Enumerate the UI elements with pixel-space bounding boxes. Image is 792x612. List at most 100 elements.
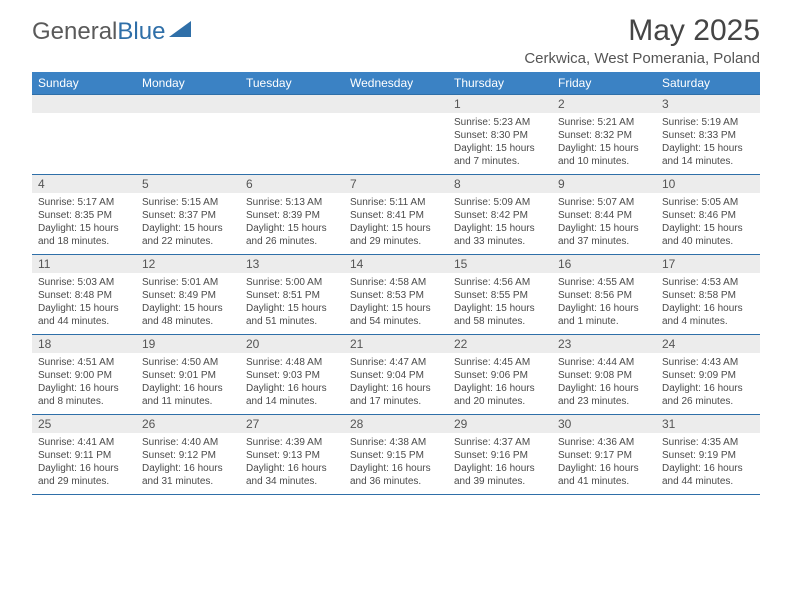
daylight-line: Daylight: 16 hours and 44 minutes. bbox=[662, 462, 754, 488]
sunrise-line: Sunrise: 5:00 AM bbox=[246, 276, 338, 289]
daylight-line: Daylight: 16 hours and 14 minutes. bbox=[246, 382, 338, 408]
day-cell: 17Sunrise: 4:53 AMSunset: 8:58 PMDayligh… bbox=[656, 255, 760, 334]
sunrise-line: Sunrise: 4:44 AM bbox=[558, 356, 650, 369]
day-number: 8 bbox=[448, 175, 552, 193]
sunrise-line: Sunrise: 4:55 AM bbox=[558, 276, 650, 289]
sunrise-line: Sunrise: 5:15 AM bbox=[142, 196, 234, 209]
day-number: 17 bbox=[656, 255, 760, 273]
day-number: 5 bbox=[136, 175, 240, 193]
day-number: 3 bbox=[656, 95, 760, 113]
sunset-line: Sunset: 8:53 PM bbox=[350, 289, 442, 302]
day-cell: 7Sunrise: 5:11 AMSunset: 8:41 PMDaylight… bbox=[344, 175, 448, 254]
daylight-line: Daylight: 15 hours and 7 minutes. bbox=[454, 142, 546, 168]
sunrise-line: Sunrise: 5:21 AM bbox=[558, 116, 650, 129]
daylight-line: Daylight: 15 hours and 18 minutes. bbox=[38, 222, 130, 248]
day-body: Sunrise: 4:38 AMSunset: 9:15 PMDaylight:… bbox=[344, 433, 448, 494]
day-body: Sunrise: 4:53 AMSunset: 8:58 PMDaylight:… bbox=[656, 273, 760, 334]
sunrise-line: Sunrise: 4:45 AM bbox=[454, 356, 546, 369]
daylight-line: Daylight: 15 hours and 29 minutes. bbox=[350, 222, 442, 248]
dow-thursday: Thursday bbox=[448, 72, 552, 94]
weeks-container: 1Sunrise: 5:23 AMSunset: 8:30 PMDaylight… bbox=[32, 94, 760, 495]
day-number bbox=[32, 95, 136, 113]
sunrise-line: Sunrise: 5:23 AM bbox=[454, 116, 546, 129]
day-body: Sunrise: 5:01 AMSunset: 8:49 PMDaylight:… bbox=[136, 273, 240, 334]
week-row: 11Sunrise: 5:03 AMSunset: 8:48 PMDayligh… bbox=[32, 254, 760, 334]
day-number: 16 bbox=[552, 255, 656, 273]
day-cell: 25Sunrise: 4:41 AMSunset: 9:11 PMDayligh… bbox=[32, 415, 136, 494]
daylight-line: Daylight: 16 hours and 39 minutes. bbox=[454, 462, 546, 488]
day-body: Sunrise: 4:44 AMSunset: 9:08 PMDaylight:… bbox=[552, 353, 656, 414]
day-body: Sunrise: 4:50 AMSunset: 9:01 PMDaylight:… bbox=[136, 353, 240, 414]
sunrise-line: Sunrise: 4:58 AM bbox=[350, 276, 442, 289]
sunset-line: Sunset: 9:08 PM bbox=[558, 369, 650, 382]
daylight-line: Daylight: 15 hours and 48 minutes. bbox=[142, 302, 234, 328]
month-title: May 2025 bbox=[524, 14, 760, 48]
day-body: Sunrise: 5:23 AMSunset: 8:30 PMDaylight:… bbox=[448, 113, 552, 174]
day-body: Sunrise: 5:17 AMSunset: 8:35 PMDaylight:… bbox=[32, 193, 136, 254]
sunrise-line: Sunrise: 5:09 AM bbox=[454, 196, 546, 209]
calendar: Sunday Monday Tuesday Wednesday Thursday… bbox=[0, 72, 792, 495]
day-number: 6 bbox=[240, 175, 344, 193]
sunrise-line: Sunrise: 4:35 AM bbox=[662, 436, 754, 449]
sunset-line: Sunset: 9:11 PM bbox=[38, 449, 130, 462]
daylight-line: Daylight: 15 hours and 22 minutes. bbox=[142, 222, 234, 248]
day-body: Sunrise: 4:48 AMSunset: 9:03 PMDaylight:… bbox=[240, 353, 344, 414]
day-number: 1 bbox=[448, 95, 552, 113]
daylight-line: Daylight: 15 hours and 44 minutes. bbox=[38, 302, 130, 328]
day-cell: 11Sunrise: 5:03 AMSunset: 8:48 PMDayligh… bbox=[32, 255, 136, 334]
day-cell: 1Sunrise: 5:23 AMSunset: 8:30 PMDaylight… bbox=[448, 95, 552, 174]
day-cell: 27Sunrise: 4:39 AMSunset: 9:13 PMDayligh… bbox=[240, 415, 344, 494]
sunrise-line: Sunrise: 4:53 AM bbox=[662, 276, 754, 289]
daylight-line: Daylight: 15 hours and 37 minutes. bbox=[558, 222, 650, 248]
daylight-line: Daylight: 15 hours and 54 minutes. bbox=[350, 302, 442, 328]
day-body: Sunrise: 4:40 AMSunset: 9:12 PMDaylight:… bbox=[136, 433, 240, 494]
sunset-line: Sunset: 8:46 PM bbox=[662, 209, 754, 222]
sunrise-line: Sunrise: 4:47 AM bbox=[350, 356, 442, 369]
day-body: Sunrise: 4:55 AMSunset: 8:56 PMDaylight:… bbox=[552, 273, 656, 334]
sunset-line: Sunset: 8:55 PM bbox=[454, 289, 546, 302]
day-cell: 3Sunrise: 5:19 AMSunset: 8:33 PMDaylight… bbox=[656, 95, 760, 174]
sunset-line: Sunset: 8:39 PM bbox=[246, 209, 338, 222]
sunset-line: Sunset: 8:35 PM bbox=[38, 209, 130, 222]
week-row: 1Sunrise: 5:23 AMSunset: 8:30 PMDaylight… bbox=[32, 94, 760, 174]
sunset-line: Sunset: 9:15 PM bbox=[350, 449, 442, 462]
sunset-line: Sunset: 9:19 PM bbox=[662, 449, 754, 462]
day-cell bbox=[32, 95, 136, 174]
day-body: Sunrise: 4:39 AMSunset: 9:13 PMDaylight:… bbox=[240, 433, 344, 494]
sunrise-line: Sunrise: 5:13 AM bbox=[246, 196, 338, 209]
day-number: 13 bbox=[240, 255, 344, 273]
dow-friday: Friday bbox=[552, 72, 656, 94]
sunset-line: Sunset: 8:58 PM bbox=[662, 289, 754, 302]
day-cell: 21Sunrise: 4:47 AMSunset: 9:04 PMDayligh… bbox=[344, 335, 448, 414]
day-body: Sunrise: 4:51 AMSunset: 9:00 PMDaylight:… bbox=[32, 353, 136, 414]
day-body: Sunrise: 5:05 AMSunset: 8:46 PMDaylight:… bbox=[656, 193, 760, 254]
location: Cerkwica, West Pomerania, Poland bbox=[524, 50, 760, 67]
day-body: Sunrise: 5:13 AMSunset: 8:39 PMDaylight:… bbox=[240, 193, 344, 254]
day-cell: 10Sunrise: 5:05 AMSunset: 8:46 PMDayligh… bbox=[656, 175, 760, 254]
sunset-line: Sunset: 9:12 PM bbox=[142, 449, 234, 462]
day-cell: 30Sunrise: 4:36 AMSunset: 9:17 PMDayligh… bbox=[552, 415, 656, 494]
daylight-line: Daylight: 16 hours and 26 minutes. bbox=[662, 382, 754, 408]
day-number bbox=[240, 95, 344, 113]
day-body: Sunrise: 4:35 AMSunset: 9:19 PMDaylight:… bbox=[656, 433, 760, 494]
day-number: 24 bbox=[656, 335, 760, 353]
daylight-line: Daylight: 16 hours and 8 minutes. bbox=[38, 382, 130, 408]
sunset-line: Sunset: 8:30 PM bbox=[454, 129, 546, 142]
logo-triangle-icon bbox=[169, 16, 191, 44]
sunset-line: Sunset: 8:32 PM bbox=[558, 129, 650, 142]
day-number: 2 bbox=[552, 95, 656, 113]
daylight-line: Daylight: 15 hours and 33 minutes. bbox=[454, 222, 546, 248]
dow-sunday: Sunday bbox=[32, 72, 136, 94]
dow-tuesday: Tuesday bbox=[240, 72, 344, 94]
sunrise-line: Sunrise: 4:37 AM bbox=[454, 436, 546, 449]
sunset-line: Sunset: 9:13 PM bbox=[246, 449, 338, 462]
day-body: Sunrise: 4:58 AMSunset: 8:53 PMDaylight:… bbox=[344, 273, 448, 334]
day-body: Sunrise: 4:43 AMSunset: 9:09 PMDaylight:… bbox=[656, 353, 760, 414]
day-body: Sunrise: 4:41 AMSunset: 9:11 PMDaylight:… bbox=[32, 433, 136, 494]
day-cell: 19Sunrise: 4:50 AMSunset: 9:01 PMDayligh… bbox=[136, 335, 240, 414]
day-cell: 12Sunrise: 5:01 AMSunset: 8:49 PMDayligh… bbox=[136, 255, 240, 334]
day-number: 27 bbox=[240, 415, 344, 433]
daylight-line: Daylight: 16 hours and 29 minutes. bbox=[38, 462, 130, 488]
week-row: 4Sunrise: 5:17 AMSunset: 8:35 PMDaylight… bbox=[32, 174, 760, 254]
day-body bbox=[240, 113, 344, 171]
